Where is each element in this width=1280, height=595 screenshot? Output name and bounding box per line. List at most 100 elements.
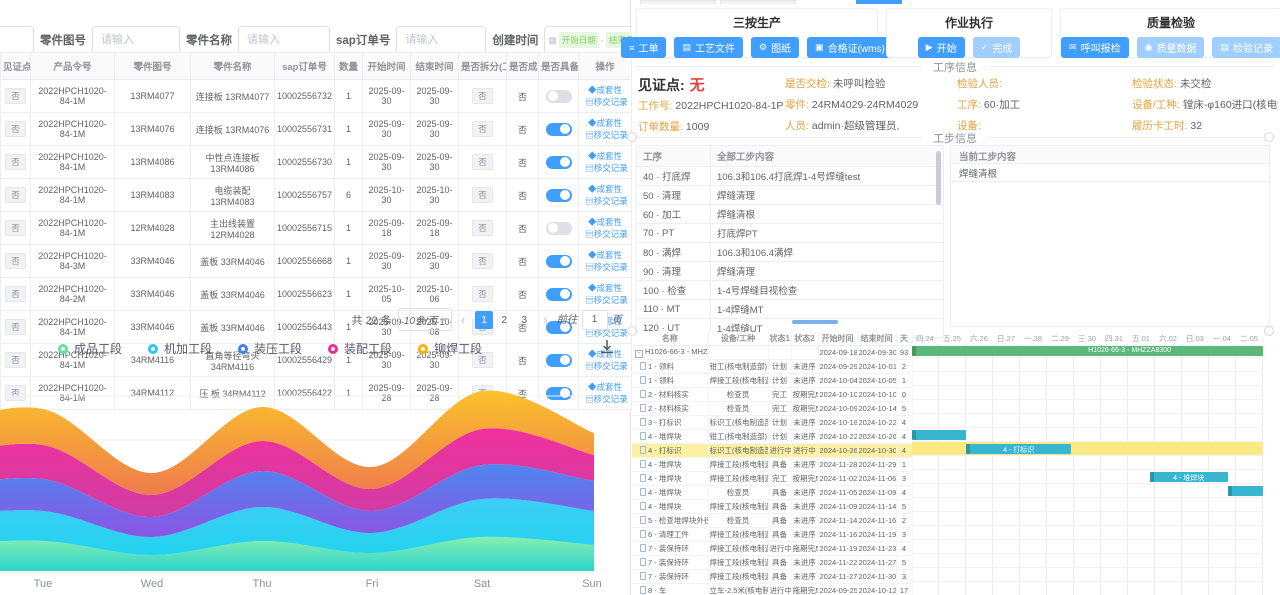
- kit-link[interactable]: ◆成套性: [587, 283, 622, 293]
- kit-link[interactable]: ◆成套性: [587, 118, 622, 128]
- gantt-row[interactable]: 1 - 领料焊接工段(核电制造部)计划未进序2024-10-042024-10-…: [632, 373, 913, 388]
- gantt-row[interactable]: 7 - 装保持环焊接工段(核电制造部)进行中拖期完成2024-11-192024…: [632, 541, 913, 556]
- button-开始[interactable]: ▶ 开始: [917, 37, 965, 58]
- gantt-cell: 标识工(核电制造部): [708, 415, 769, 430]
- gantt-row[interactable]: -H1026-66-3 - MHZZA8300 2024-09-182024-09…: [632, 345, 913, 360]
- gantt-row[interactable]: 3 - 打标识 标识工(核电制造部) 计划 未进序 2024-10-18 2024-10-…: [632, 415, 913, 430]
- button-呼叫报检[interactable]: ✉ 呼叫报检: [1061, 37, 1129, 58]
- page-number-2[interactable]: 2: [501, 313, 508, 326]
- kit-link[interactable]: ◆成套性: [587, 382, 622, 392]
- gantt-row[interactable]: 7 - 装保持环焊接工段(核电制造部)具备未进序2024-11-272024-1…: [632, 569, 913, 584]
- gantt-row[interactable]: 7 - 装保持环焊接工段(核电制造部)具备未进序2024-11-222024-1…: [632, 555, 913, 570]
- tab-1[interactable]: [640, 0, 716, 4]
- part-name-input[interactable]: [238, 26, 330, 54]
- enabled-toggle[interactable]: [545, 320, 572, 334]
- gantt-bar[interactable]: 4 - 打标识: [966, 444, 1072, 454]
- gantt-row[interactable]: 4 - 堆焊块焊接工段(核电制造部)完工按期完成2024-11-022024-1…: [632, 471, 913, 486]
- button-工艺文件[interactable]: ▤ 工艺文件: [674, 37, 743, 58]
- next-page-button[interactable]: ›: [543, 312, 548, 327]
- transfer-link[interactable]: ▤移交记录: [585, 130, 628, 140]
- enabled-toggle[interactable]: [545, 254, 572, 268]
- page-size-select[interactable]: 10条/页 ▾: [397, 308, 452, 331]
- enabled-toggle[interactable]: [545, 188, 572, 202]
- button-工单[interactable]: ≡ 工单: [621, 37, 667, 58]
- enabled-toggle[interactable]: [545, 89, 572, 103]
- transfer-link[interactable]: ▤移交记录: [585, 97, 628, 107]
- part-name-label: 零件名称: [186, 35, 232, 47]
- tab-active[interactable]: [856, 0, 902, 4]
- button-合格证(wms)[interactable]: ▣ 合格证(wms): [807, 37, 893, 58]
- gantt-handle-right[interactable]: [1264, 326, 1274, 336]
- page-number-1[interactable]: 1: [475, 310, 494, 329]
- kit-link[interactable]: ◆成套性: [587, 151, 622, 161]
- gantt-row[interactable]: 1 - 领料 钳工(核电制造部) 计划 未进序 2024-09-29 2024-10-01…: [632, 359, 913, 374]
- kit-link[interactable]: ◆成套性: [587, 250, 622, 260]
- complete-set-cell: 否: [506, 211, 539, 245]
- legend-label: 装配工段: [344, 342, 393, 356]
- button-图纸[interactable]: ⚙ 图纸: [750, 37, 800, 58]
- horizontal-scrollbar[interactable]: [792, 320, 838, 324]
- kit-link[interactable]: ◆成套性: [587, 349, 622, 359]
- enabled-toggle[interactable]: [545, 221, 572, 235]
- gantt-row[interactable]: 4 - 堆焊块 检查员 具备 未进序 2024-11-05 2024-11-09 4: [632, 485, 913, 500]
- transfer-link[interactable]: ▤移交记录: [585, 295, 628, 305]
- page-number-3[interactable]: 3: [521, 313, 528, 326]
- transfer-link[interactable]: ▤移交记录: [585, 196, 628, 206]
- transfer-link[interactable]: ▤移交记录: [585, 328, 628, 338]
- prev-page-button[interactable]: ‹: [460, 312, 466, 327]
- gantt-row[interactable]: 4 - 堆焊块 钳工(核电制造部) 计划 未进序 2024-10-22 2024-10-2…: [632, 429, 913, 444]
- date-start-pill[interactable]: 开始日期: [558, 32, 599, 48]
- gantt-bar[interactable]: [1227, 486, 1263, 496]
- gantt-cell: 焊接工段(核电制造部): [708, 373, 769, 388]
- divider-handle-right[interactable]: [1264, 132, 1274, 142]
- kit-link[interactable]: ◆成套性: [587, 217, 622, 227]
- legend-item-4[interactable]: 铆焊工段: [418, 340, 482, 357]
- card-1: 作业执行 ▶ 开始 ✓ 完成: [886, 8, 1052, 58]
- enabled-toggle[interactable]: [545, 287, 572, 301]
- gantt-bar[interactable]: H1026-66-3 - MHZZA8300: [912, 346, 1263, 356]
- transfer-link[interactable]: ▤移交记录: [585, 361, 628, 371]
- card-buttons: ▶ 开始 ✓ 完成: [887, 37, 1051, 58]
- legend-item-3[interactable]: 装配工段: [328, 340, 392, 357]
- kit-link[interactable]: ◆成套性: [587, 85, 622, 95]
- complete-set-cell: 否: [506, 277, 539, 311]
- sap-order-input[interactable]: [396, 26, 487, 54]
- button-检验记录[interactable]: ▤ 检验记录: [1212, 37, 1280, 58]
- cell: 主出线装置 12RM4028: [190, 211, 275, 245]
- gantt-handle-left[interactable]: [627, 326, 637, 336]
- transfer-link[interactable]: ▤移交记录: [585, 262, 628, 272]
- gantt-row[interactable]: 4 - 打标识 标识工(核电制造部) 进行中 进行中 2024-10-26 2024-10…: [632, 443, 913, 458]
- vertical-scrollbar[interactable]: [936, 151, 941, 205]
- goto-page-input[interactable]: [581, 309, 608, 330]
- button-质量数据[interactable]: ◉ 质量数据: [1136, 37, 1205, 58]
- enabled-toggle[interactable]: [545, 122, 572, 136]
- kit-link[interactable]: ◆成套性: [587, 184, 622, 194]
- gantt-row[interactable]: 8 - 车立车-2.5米(核电制造部)进行中拖期完成2024-09-252024…: [632, 583, 913, 595]
- gantt-row[interactable]: 6 - 清理工件焊接工段(核电制造部)具备未进序2024-11-162024-1…: [632, 527, 913, 542]
- divider-handle-left[interactable]: [627, 132, 637, 142]
- gantt-row[interactable]: 4 - 堆焊块焊接工段(核电制造部)具备未进序2024-11-092024-11…: [632, 499, 913, 514]
- gantt-bar[interactable]: [912, 430, 966, 440]
- filter-fragment-input[interactable]: [0, 26, 34, 54]
- filter-bar: 零件图号 零件名称 sap订单号 创建时间 ▦ 开始日期 - 结束日期: [0, 24, 649, 56]
- enabled-toggle[interactable]: [545, 353, 572, 367]
- stream-layer-铆焊工段: [0, 390, 594, 496]
- tab-2[interactable]: [720, 0, 796, 4]
- gantt-bar[interactable]: 4 - 堆焊块: [1149, 472, 1228, 482]
- legend-item-2[interactable]: 装压工段: [238, 340, 302, 357]
- gantt-row[interactable]: 5 - 检查堆焊块外径 检查员 具备 未进序 2024-11-14 2024-11-16 2: [632, 513, 913, 528]
- transfer-link[interactable]: ▤移交记录: [585, 394, 628, 404]
- transfer-link[interactable]: ▤移交记录: [585, 163, 628, 173]
- toggle-cell: [538, 343, 579, 377]
- part-drawing-input[interactable]: [92, 26, 180, 54]
- toggle-cell: [538, 79, 579, 113]
- legend-item-1[interactable]: 机加工段: [148, 340, 212, 357]
- gantt-row[interactable]: 4 - 堆焊块焊接工段(核电制造部)具备未进序2024-11-282024-11…: [632, 457, 913, 472]
- transfer-link[interactable]: ▤移交记录: [585, 229, 628, 239]
- download-icon[interactable]: [598, 338, 616, 356]
- button-完成[interactable]: ✓ 完成: [972, 37, 1021, 58]
- legend-item-0[interactable]: 成品工段: [58, 340, 122, 357]
- enabled-toggle[interactable]: [545, 155, 572, 169]
